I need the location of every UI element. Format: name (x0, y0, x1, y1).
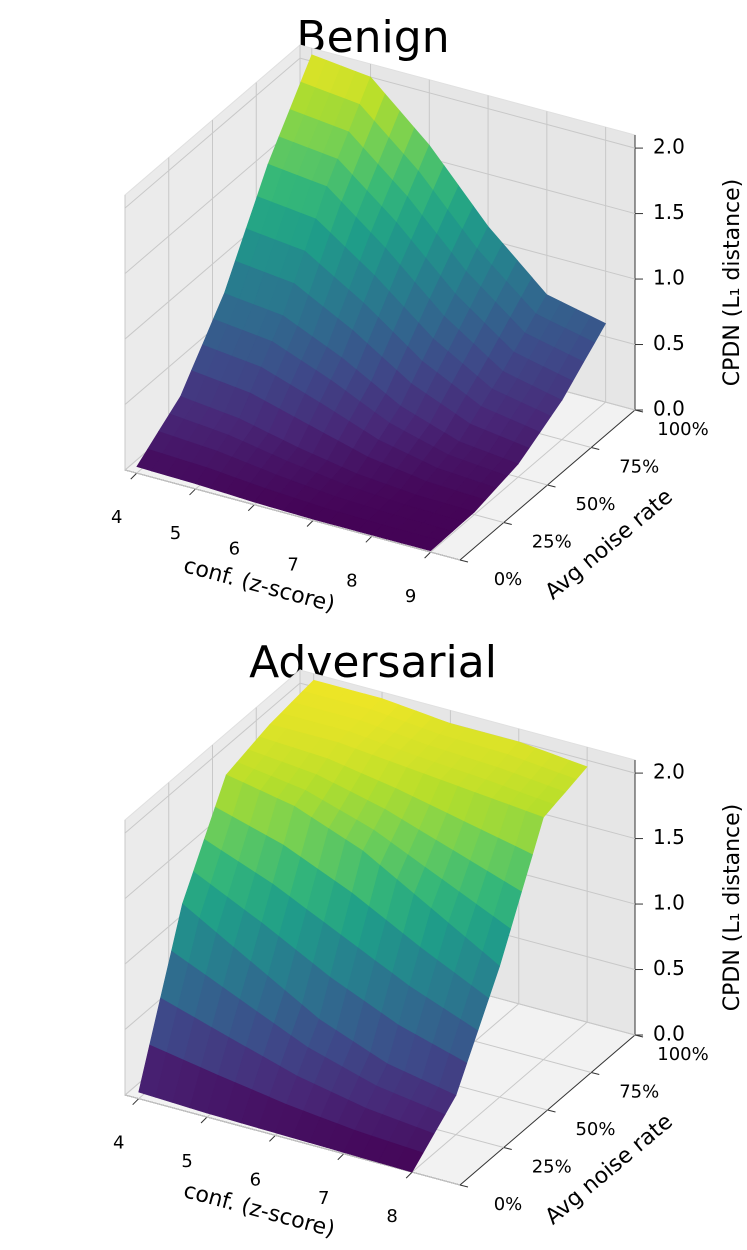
y-tick (459, 559, 469, 563)
x-tick-label: 7 (318, 1188, 329, 1209)
x-tick-label: 5 (181, 1151, 192, 1172)
y-tick-label: 50% (575, 494, 615, 515)
x-tick-label: 5 (170, 523, 181, 544)
x-tick (132, 1098, 140, 1106)
y-tick (503, 522, 512, 525)
x-tick-label: 8 (346, 570, 357, 591)
y-tick (503, 1147, 512, 1150)
y-tick-label: 100% (657, 419, 708, 440)
y-tick-label: 0% (494, 1194, 523, 1215)
x-tick (130, 472, 138, 480)
x-tick (200, 1116, 208, 1124)
z-axis-label: CPDN (L₁ distance) (720, 179, 745, 386)
z-tick-label: 0.0 (653, 1022, 685, 1046)
z-tick-label: 1.5 (653, 200, 685, 224)
y-tick-label: 25% (532, 532, 572, 553)
x-tick-label: 4 (111, 507, 122, 528)
y-tick-label: 75% (619, 1082, 659, 1103)
y-tick (591, 447, 600, 450)
x-tick-label: 8 (386, 1206, 397, 1227)
y-tick-label: 75% (619, 457, 659, 478)
z-tick-label: 0.0 (653, 397, 685, 421)
y-tick (591, 1072, 600, 1075)
z-tick-label: 0.5 (653, 331, 685, 355)
x-tick-label: 9 (405, 586, 416, 607)
z-tick-label: 0.5 (653, 956, 685, 980)
x-tick (337, 1153, 345, 1161)
grid-line (124, 682, 301, 834)
grid-line (124, 57, 301, 209)
grid-line (124, 469, 461, 561)
grid-line (124, 123, 301, 274)
z-tick-label: 1.5 (653, 825, 685, 849)
x-tick (306, 520, 314, 527)
x-tick-label: 7 (287, 555, 298, 576)
y-tick (459, 1184, 469, 1188)
x-tick-label: 6 (250, 1169, 261, 1190)
y-tick (547, 1109, 556, 1113)
x-tick (424, 551, 431, 559)
z-tick-label: 2.0 (653, 135, 685, 159)
z-axis-label: CPDN (L₁ distance) (720, 804, 745, 1011)
chart-title: Adversarial (249, 637, 497, 688)
x-tick (365, 535, 373, 543)
x-tick-label: 6 (229, 539, 240, 560)
y-tick-label: 25% (532, 1157, 572, 1178)
y-tick (547, 484, 556, 488)
surface-patch (394, 1146, 424, 1173)
x-tick-label: 4 (113, 1133, 124, 1154)
y-tick-label: 0% (494, 569, 523, 590)
surface-patch (415, 536, 443, 552)
z-tick-label: 2.0 (653, 760, 685, 784)
z-tick-label: 1.0 (653, 266, 685, 290)
x-tick (247, 504, 255, 512)
x-tick (269, 1135, 276, 1142)
x-tick (189, 488, 196, 496)
z-tick-label: 1.0 (653, 891, 685, 915)
y-tick-label: 50% (575, 1119, 615, 1140)
y-tick-label: 100% (657, 1044, 708, 1065)
x-tick (405, 1171, 413, 1179)
x-axis-label: conf. (z-score) (181, 553, 338, 617)
